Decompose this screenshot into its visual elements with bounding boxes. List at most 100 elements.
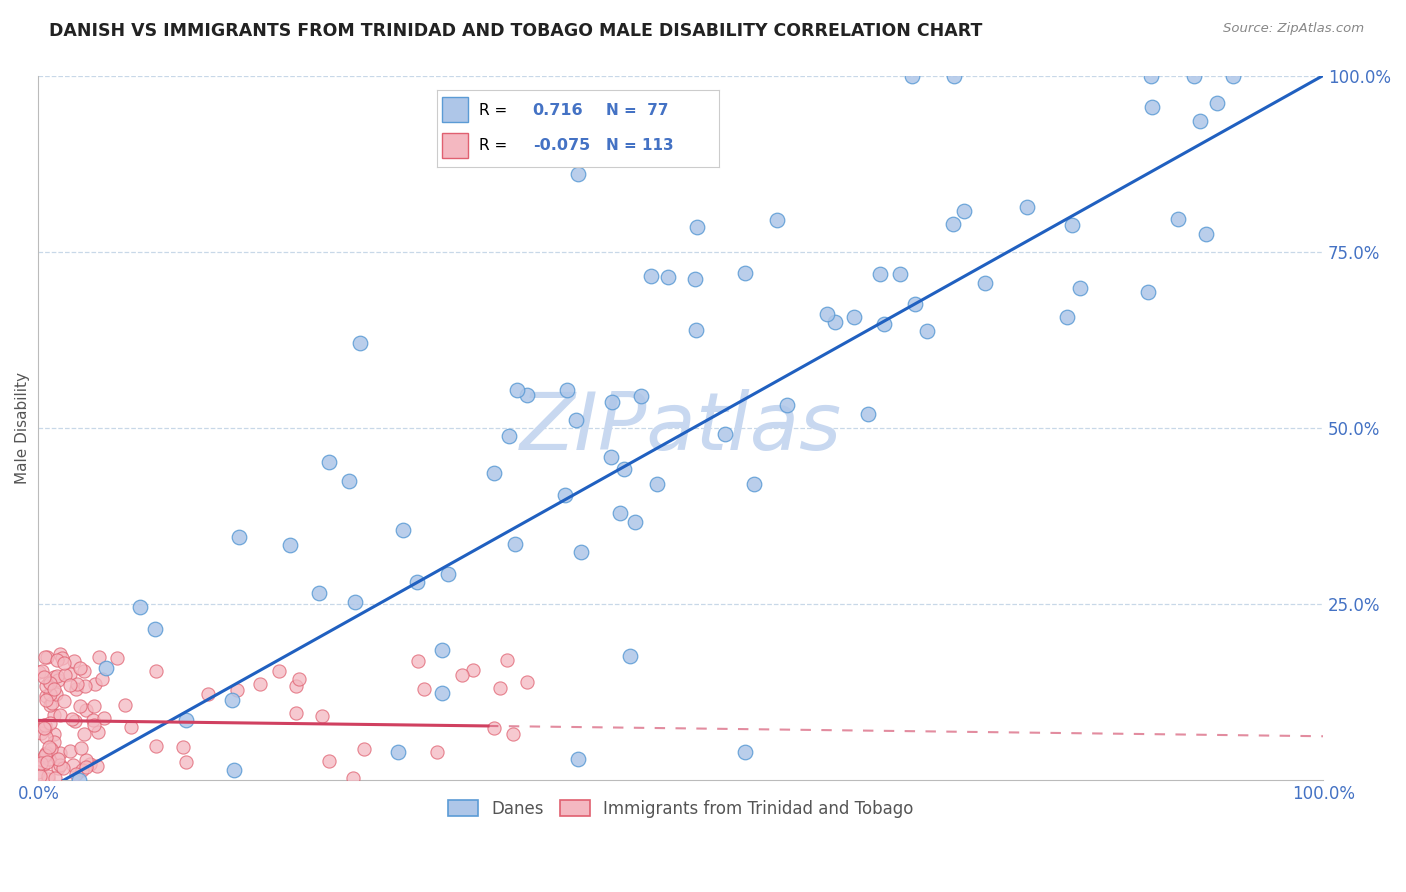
Point	[83, 698, 105, 713]
Point	[38, 715, 60, 730]
Point	[569, 545, 592, 559]
Point	[35, 650, 58, 665]
Point	[856, 407, 879, 421]
Point	[1206, 96, 1229, 111]
Point	[42, 727, 65, 741]
Point	[685, 323, 707, 337]
Point	[59, 666, 82, 681]
Point	[1167, 212, 1189, 227]
Point	[38, 739, 60, 754]
Point	[32, 721, 55, 735]
Point	[284, 679, 307, 693]
Point	[72, 764, 94, 778]
Point	[32, 758, 55, 772]
Point	[1182, 69, 1205, 83]
Point	[145, 739, 167, 753]
Point	[461, 663, 484, 677]
Point	[342, 771, 364, 785]
Point	[224, 763, 246, 777]
Point	[640, 269, 662, 284]
Point	[284, 706, 307, 721]
Point	[44, 707, 66, 722]
Point	[44, 682, 66, 697]
Point	[63, 714, 86, 729]
Point	[120, 720, 142, 734]
Point	[555, 383, 578, 397]
Point	[75, 760, 97, 774]
Point	[904, 297, 927, 311]
Point	[84, 676, 107, 690]
Point	[75, 703, 97, 717]
Point	[66, 677, 89, 691]
Point	[842, 310, 865, 324]
Point	[600, 450, 623, 465]
Point	[28, 665, 51, 680]
Point	[426, 745, 449, 759]
Point	[41, 696, 63, 710]
Point	[482, 466, 505, 480]
Point	[32, 718, 55, 732]
Point	[942, 69, 965, 83]
Point	[349, 336, 371, 351]
Point	[766, 212, 789, 227]
Point	[82, 714, 104, 728]
Point	[567, 752, 589, 766]
Point	[37, 769, 59, 783]
Point	[86, 758, 108, 772]
Point	[90, 672, 112, 686]
Point	[143, 622, 166, 636]
Point	[516, 388, 538, 402]
Point	[437, 567, 460, 582]
Point	[31, 664, 53, 678]
Point	[406, 574, 429, 589]
Point	[30, 726, 52, 740]
Point	[53, 656, 76, 670]
Point	[430, 686, 453, 700]
Point	[35, 746, 58, 760]
Point	[34, 748, 56, 763]
Point	[70, 741, 93, 756]
Point	[49, 647, 72, 661]
Point	[889, 267, 911, 281]
Point	[630, 389, 652, 403]
Point	[489, 681, 512, 695]
Point	[69, 661, 91, 675]
Point	[62, 654, 84, 668]
Point	[683, 271, 706, 285]
Point	[89, 650, 111, 665]
Point	[1069, 281, 1091, 295]
Point	[49, 757, 72, 772]
Point	[34, 650, 56, 665]
Point	[815, 307, 838, 321]
Point	[1188, 114, 1211, 128]
Point	[38, 698, 60, 713]
Point	[37, 772, 59, 786]
Point	[734, 266, 756, 280]
Point	[53, 668, 76, 682]
Point	[249, 677, 271, 691]
Point	[742, 476, 765, 491]
Point	[197, 687, 219, 701]
Point	[60, 712, 83, 726]
Point	[392, 523, 415, 537]
Point	[38, 687, 60, 701]
Point	[974, 277, 997, 291]
Point	[83, 718, 105, 732]
Point	[942, 218, 965, 232]
Point	[953, 203, 976, 218]
Point	[28, 769, 51, 783]
Point	[38, 675, 60, 690]
Point	[52, 761, 75, 775]
Point	[46, 669, 69, 683]
Point	[318, 754, 340, 768]
Point	[45, 687, 67, 701]
Point	[337, 474, 360, 488]
Point	[1060, 218, 1083, 232]
Point	[387, 745, 409, 759]
Point	[65, 767, 87, 781]
Point	[79, 756, 101, 771]
Point	[824, 315, 846, 329]
Point	[34, 693, 56, 707]
Point	[734, 745, 756, 759]
Point	[128, 600, 150, 615]
